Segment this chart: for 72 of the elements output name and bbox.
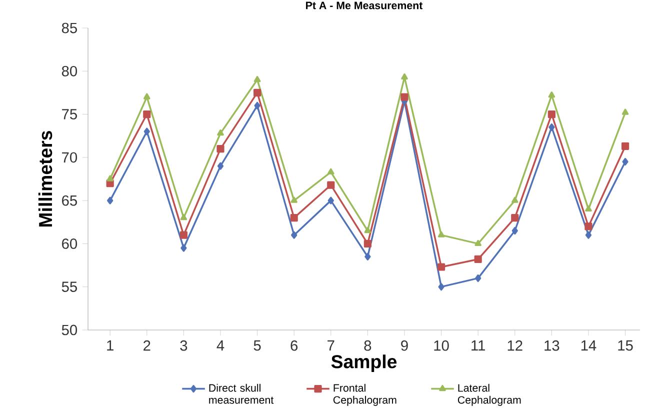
point xyxy=(474,255,482,264)
x-tick-label: 3 xyxy=(180,340,188,351)
point xyxy=(437,263,446,271)
x-tick-label: 1 xyxy=(107,340,114,350)
y-tick-label: 80 xyxy=(62,66,78,76)
point xyxy=(254,76,261,82)
x-tick-label: 9 xyxy=(401,340,408,351)
point xyxy=(511,196,518,203)
x-tick-label: 7 xyxy=(328,340,334,350)
point xyxy=(438,231,445,238)
point xyxy=(475,274,482,282)
x-tick-label: 8 xyxy=(364,340,372,351)
point xyxy=(585,205,592,212)
point xyxy=(512,226,518,235)
x-tick-label: 2 xyxy=(144,340,150,351)
x-tick-label: 12 xyxy=(508,340,522,351)
point xyxy=(364,226,372,234)
x-tick-label: 6 xyxy=(290,340,298,351)
point xyxy=(511,214,519,222)
y-tick-label: 70 xyxy=(62,152,78,163)
x-tick-label: 11 xyxy=(472,340,485,350)
point xyxy=(474,240,482,246)
y-tick-label: 50 xyxy=(62,324,78,336)
y-tick-label: 85 xyxy=(62,22,77,34)
point xyxy=(217,129,224,136)
legend-label: Lateral Cephalogram xyxy=(458,384,521,406)
point xyxy=(364,252,371,260)
x-tick-label: 10 xyxy=(434,340,449,351)
point xyxy=(254,102,260,110)
x-tick-label: 14 xyxy=(581,340,596,350)
point xyxy=(143,93,150,100)
point xyxy=(327,168,334,174)
point xyxy=(621,142,630,150)
point xyxy=(216,144,224,153)
point xyxy=(584,222,592,230)
x-tick-label: 5 xyxy=(254,340,261,351)
point xyxy=(364,240,372,248)
point xyxy=(622,108,629,115)
y-tick-label: 55 xyxy=(62,282,77,292)
point xyxy=(144,128,150,136)
y-tick-label: 75 xyxy=(62,109,77,120)
point xyxy=(290,196,298,203)
point xyxy=(327,181,335,189)
x-tick-label: 15 xyxy=(618,340,633,351)
point xyxy=(622,158,628,166)
point xyxy=(291,231,298,239)
point xyxy=(290,214,298,222)
point xyxy=(400,93,408,101)
y-axis-title: Millimeters xyxy=(38,130,52,226)
legend-label: Frontal Cephalogram xyxy=(333,384,396,406)
point xyxy=(180,244,187,252)
x-tick-label: 13 xyxy=(544,340,560,351)
point xyxy=(548,123,555,132)
point xyxy=(217,162,224,170)
point xyxy=(143,110,151,118)
point xyxy=(107,196,114,204)
point xyxy=(548,91,556,98)
point xyxy=(401,73,408,80)
point xyxy=(585,231,592,239)
point xyxy=(180,231,188,239)
legend-label: Direct skull measurement xyxy=(209,384,274,404)
point xyxy=(180,214,188,220)
point xyxy=(548,110,556,118)
point xyxy=(253,88,262,97)
point xyxy=(106,175,114,182)
point xyxy=(328,196,334,204)
y-tick-label: 65 xyxy=(62,195,77,206)
y-tick-label: 60 xyxy=(62,238,78,249)
x-tick-label: 4 xyxy=(216,340,224,350)
point xyxy=(438,283,444,291)
x-axis-title: Sample xyxy=(331,354,397,372)
chart-title: Pt A - Me Measurement xyxy=(306,2,423,10)
